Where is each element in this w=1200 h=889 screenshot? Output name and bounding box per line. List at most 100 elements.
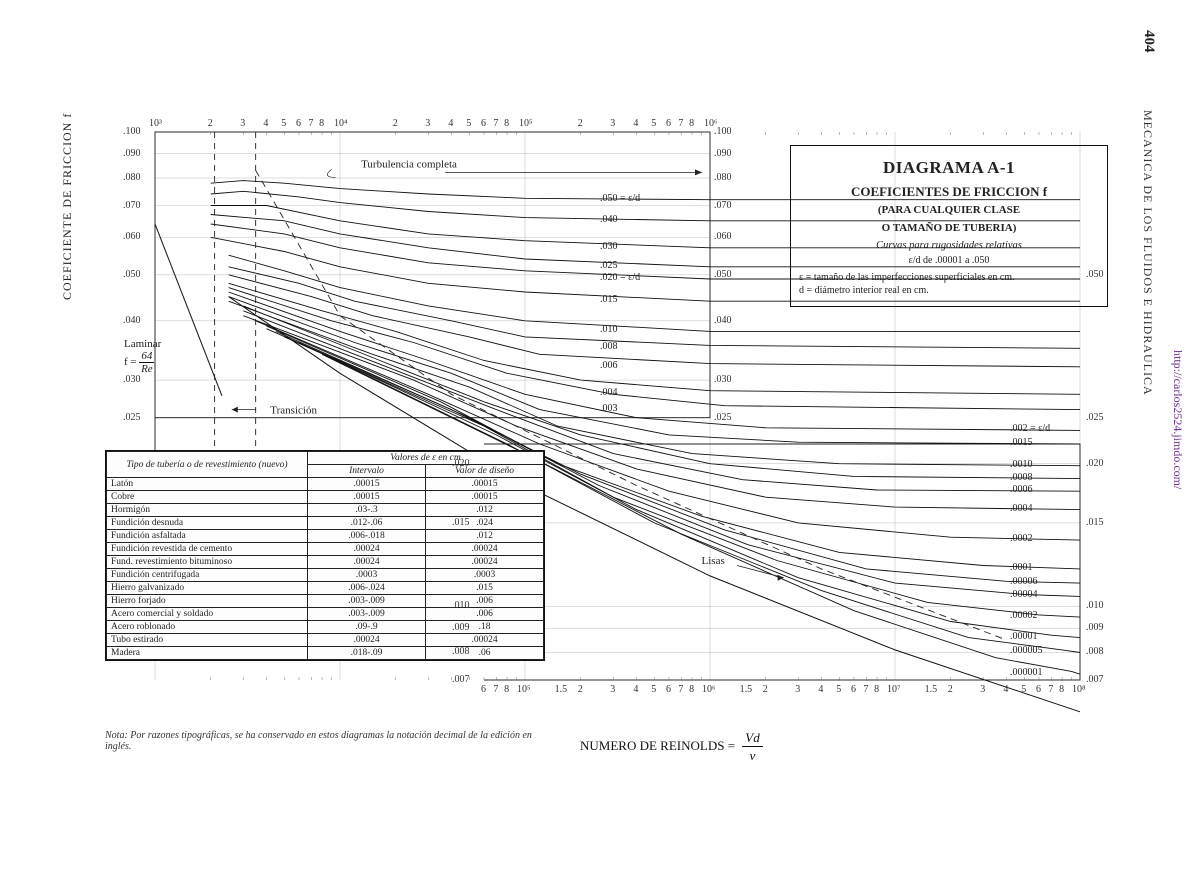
footnote: Nota: Por razones tipográficas, se ha co…: [105, 730, 535, 752]
table-row: Fundición revestida de cemento.00024.000…: [107, 543, 544, 556]
x-tick-bottom: 10⁷: [887, 684, 901, 695]
table-cell: .012: [426, 530, 544, 543]
table-cell: .06: [426, 647, 544, 660]
curve-label: .015: [600, 294, 618, 305]
y-tick-inner-right: .060: [714, 231, 732, 242]
y-tick-left: .080: [123, 172, 141, 183]
table-cell: .00015: [308, 478, 426, 491]
y-axis-caption: COEFICIENTE DE FRICCION f: [60, 113, 75, 300]
curve-label: .0004: [1010, 503, 1033, 514]
y-tick-lower-left: .007: [452, 674, 470, 685]
table-cell: Hierro forjado: [107, 595, 308, 608]
y-tick-left: .025: [123, 412, 141, 423]
y-tick-outer-right: .050: [1086, 269, 1104, 280]
table-cell: .00015: [426, 491, 544, 504]
table-col-intervalo: Intervalo: [308, 465, 426, 478]
table-cell: .012-.06: [308, 517, 426, 530]
table-cell: .00024: [426, 634, 544, 647]
table-cell: .0003: [426, 569, 544, 582]
x-tick-bottom: 4: [633, 684, 638, 695]
y-tick-inner-right: .090: [714, 148, 732, 159]
x-tick-top: 6: [481, 118, 486, 129]
materials-table: Tipo de tubería o de revestimiento (nuev…: [105, 450, 545, 661]
x-tick-bottom: 7: [1048, 684, 1053, 695]
x-tick-bottom: 5: [1021, 684, 1026, 695]
table-cell: .015: [426, 582, 544, 595]
y-tick-outer-right: .015: [1086, 517, 1104, 528]
y-tick-left: .040: [123, 315, 141, 326]
y-tick-left: .030: [123, 374, 141, 385]
x-tick-top: 3: [425, 118, 430, 129]
curve-label: .000001: [1010, 667, 1043, 678]
table-row: Latón.00015.00015: [107, 478, 544, 491]
curve-label: .0002: [1010, 533, 1033, 544]
table-cell: Fundición revestida de cemento: [107, 543, 308, 556]
x-tick-bottom: 1.5: [740, 684, 753, 695]
x-tick-bottom: 5: [651, 684, 656, 695]
x-tick-bottom: 7: [863, 684, 868, 695]
page-number: 404: [1140, 30, 1157, 53]
x-tick-bottom: 10⁸: [1072, 684, 1086, 695]
y-tick-left: .090: [123, 148, 141, 159]
x-tick-bottom: 8: [1059, 684, 1064, 695]
y-tick-lower-left: .009: [452, 622, 470, 633]
x-tick-top: 2: [393, 118, 398, 129]
curve-label: .010: [600, 324, 618, 335]
x-tick-top: 7: [308, 118, 313, 129]
table-row: Hierro forjado.003-.009.006: [107, 595, 544, 608]
x-tick-bottom: 2: [578, 684, 583, 695]
table-row: Cobre.00015.00015: [107, 491, 544, 504]
svg-text:Lisas: Lisas: [702, 555, 725, 567]
table-row: Fundición asfaltada.006-.018.012: [107, 530, 544, 543]
y-tick-left: .070: [123, 200, 141, 211]
x-tick-top: 8: [504, 118, 509, 129]
table-row: Acero roblonado.09-.9.18: [107, 621, 544, 634]
y-tick-inner-right: .040: [714, 315, 732, 326]
y-tick-inner-right: .080: [714, 172, 732, 183]
table-cell: .003-.009: [308, 608, 426, 621]
table-cell: .18: [426, 621, 544, 634]
x-tick-top: 8: [319, 118, 324, 129]
curve-label: .030: [600, 241, 618, 252]
y-tick-outer-right: .007: [1086, 674, 1104, 685]
x-tick-bottom: 1.5: [555, 684, 568, 695]
table-cell: .00024: [308, 634, 426, 647]
table-cell: Cobre: [107, 491, 308, 504]
x-tick-bottom: 3: [980, 684, 985, 695]
x-tick-top: 7: [678, 118, 683, 129]
table-cell: Hierro galvanizado: [107, 582, 308, 595]
curve-label: .025: [600, 260, 618, 271]
table-cell: .006: [426, 608, 544, 621]
curve-label: .0008: [1010, 472, 1033, 483]
curve-label: .050 = ε/d: [600, 193, 640, 204]
x-tick-bottom: 6: [666, 684, 671, 695]
curve-label: .008: [600, 341, 618, 352]
table-cell: .006: [426, 595, 544, 608]
x-tick-bottom: 10⁵: [517, 684, 531, 695]
x-tick-bottom: 6: [851, 684, 856, 695]
y-tick-left: .050: [123, 269, 141, 280]
reynolds-den: ν: [742, 747, 762, 764]
table-row: Hierro galvanizado.006-.024.015: [107, 582, 544, 595]
x-tick-bottom: 8: [689, 684, 694, 695]
curve-label: .0010: [1010, 459, 1033, 470]
x-tick-top: 10³: [149, 118, 162, 129]
x-tick-top: 7: [493, 118, 498, 129]
x-tick-top: 3: [240, 118, 245, 129]
x-tick-bottom: 10⁶: [702, 684, 716, 695]
table-cell: .00015: [308, 491, 426, 504]
x-tick-bottom: 6: [481, 684, 486, 695]
reynolds-prefix: NUMERO DE REINOLDS =: [580, 738, 735, 753]
y-tick-lower-left: .015: [452, 517, 470, 528]
book-title: MECANICA DE LOS FLUIDOS E HIDRAULICA: [1140, 110, 1155, 396]
svg-text:Transición: Transición: [270, 405, 317, 417]
table-cell: Acero roblonado: [107, 621, 308, 634]
table-cell: .006-.024: [308, 582, 426, 595]
x-tick-top: 10⁵: [519, 118, 533, 129]
x-tick-bottom: 7: [678, 684, 683, 695]
x-tick-top: 10⁶: [704, 118, 718, 129]
y-tick-left: .060: [123, 231, 141, 242]
curve-label: .004: [600, 387, 618, 398]
curve-label: .0015: [1010, 437, 1033, 448]
table-cell: Madera: [107, 647, 308, 660]
